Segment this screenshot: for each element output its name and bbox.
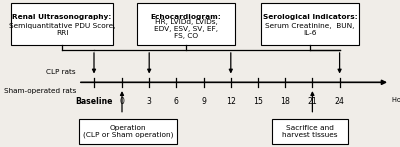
Text: Serum Creatinine,  BUN,
IL-6: Serum Creatinine, BUN, IL-6	[265, 23, 355, 36]
Text: Echocardiogram:: Echocardiogram:	[151, 14, 221, 20]
Text: Semiquantitative PDU Score,
RRI: Semiquantitative PDU Score, RRI	[9, 23, 115, 36]
Text: Operation
(CLP or Sham operation): Operation (CLP or Sham operation)	[83, 125, 173, 138]
Text: 6: 6	[174, 97, 179, 106]
Text: 24: 24	[335, 97, 344, 106]
Text: 18: 18	[280, 97, 290, 106]
FancyBboxPatch shape	[261, 3, 359, 45]
Text: CLP rats: CLP rats	[46, 69, 76, 75]
Text: 21: 21	[308, 97, 317, 106]
FancyBboxPatch shape	[11, 3, 113, 45]
FancyBboxPatch shape	[272, 119, 348, 144]
Text: Serological Indicators:: Serological Indicators:	[263, 14, 357, 20]
Text: Hours after operation: Hours after operation	[392, 97, 400, 103]
Text: HR, LVIDd, LVIDs,
EDV, ESV, SV, EF,
FS, CO: HR, LVIDd, LVIDs, EDV, ESV, SV, EF, FS, …	[154, 19, 218, 39]
Text: 9: 9	[201, 97, 206, 106]
Text: Baseline: Baseline	[75, 97, 113, 106]
Text: 12: 12	[226, 97, 236, 106]
FancyBboxPatch shape	[137, 3, 235, 45]
Text: Renal Ultrasonography:: Renal Ultrasonography:	[12, 14, 112, 20]
FancyBboxPatch shape	[79, 119, 177, 144]
Text: 15: 15	[253, 97, 263, 106]
Text: 0: 0	[120, 97, 124, 106]
Text: Sacrifice and
harvest tissues: Sacrifice and harvest tissues	[282, 125, 338, 138]
Text: Sham-operated rats: Sham-operated rats	[4, 88, 76, 94]
Text: 3: 3	[147, 97, 152, 106]
